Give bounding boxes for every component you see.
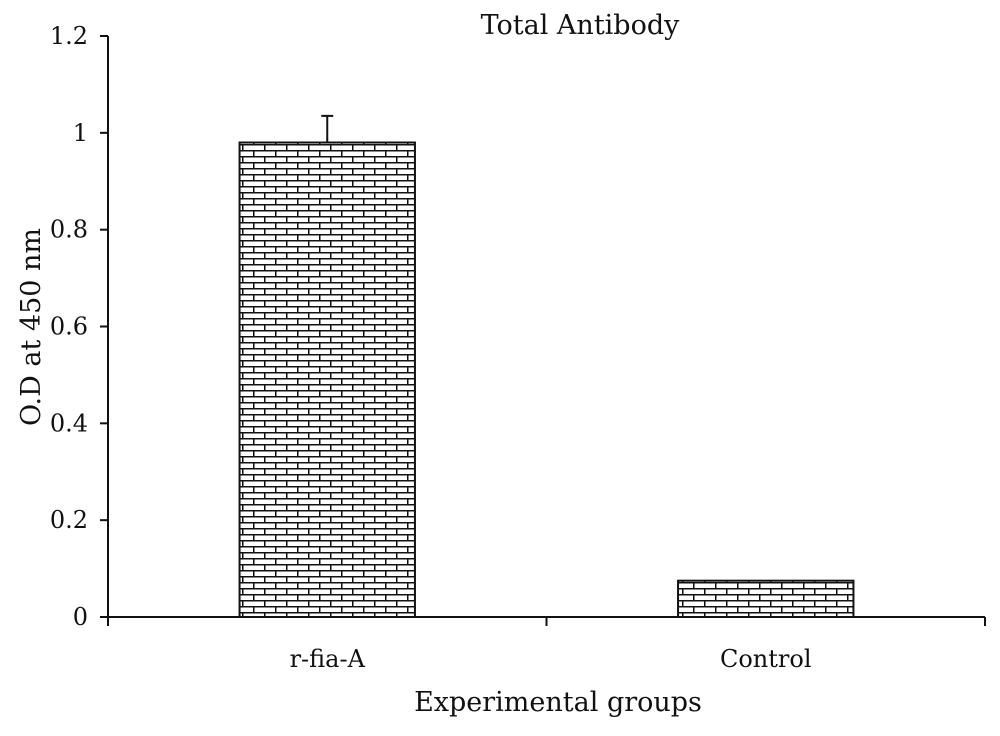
y-tick-label: 0.8 (50, 216, 88, 244)
bars-group (238, 141, 855, 618)
y-tick-label: 1 (73, 119, 88, 147)
error-bars-group (321, 114, 334, 143)
y-tick-label: 0.4 (50, 409, 88, 437)
y-tick-label: 1.2 (50, 22, 88, 50)
y-tick-label: 0 (73, 603, 88, 631)
y-tick-label: 0.2 (50, 506, 88, 534)
x-axis-label: Experimental groups (414, 687, 702, 718)
y-axis-label: O.D at 450 nm (16, 228, 47, 426)
x-tick-label: r-fia-A (290, 645, 366, 673)
x-tick-label: Control (720, 645, 812, 673)
x-ticks-group: r-fia-A Control (107, 617, 986, 673)
y-tick-label: 0.6 (50, 313, 88, 341)
bar-control (677, 579, 855, 618)
chart-title: Total Antibody (481, 10, 681, 41)
y-ticks-group: 0 0.2 0.4 0.6 0.8 1 1.2 (50, 22, 108, 631)
bar-r-fia-a (238, 141, 416, 618)
